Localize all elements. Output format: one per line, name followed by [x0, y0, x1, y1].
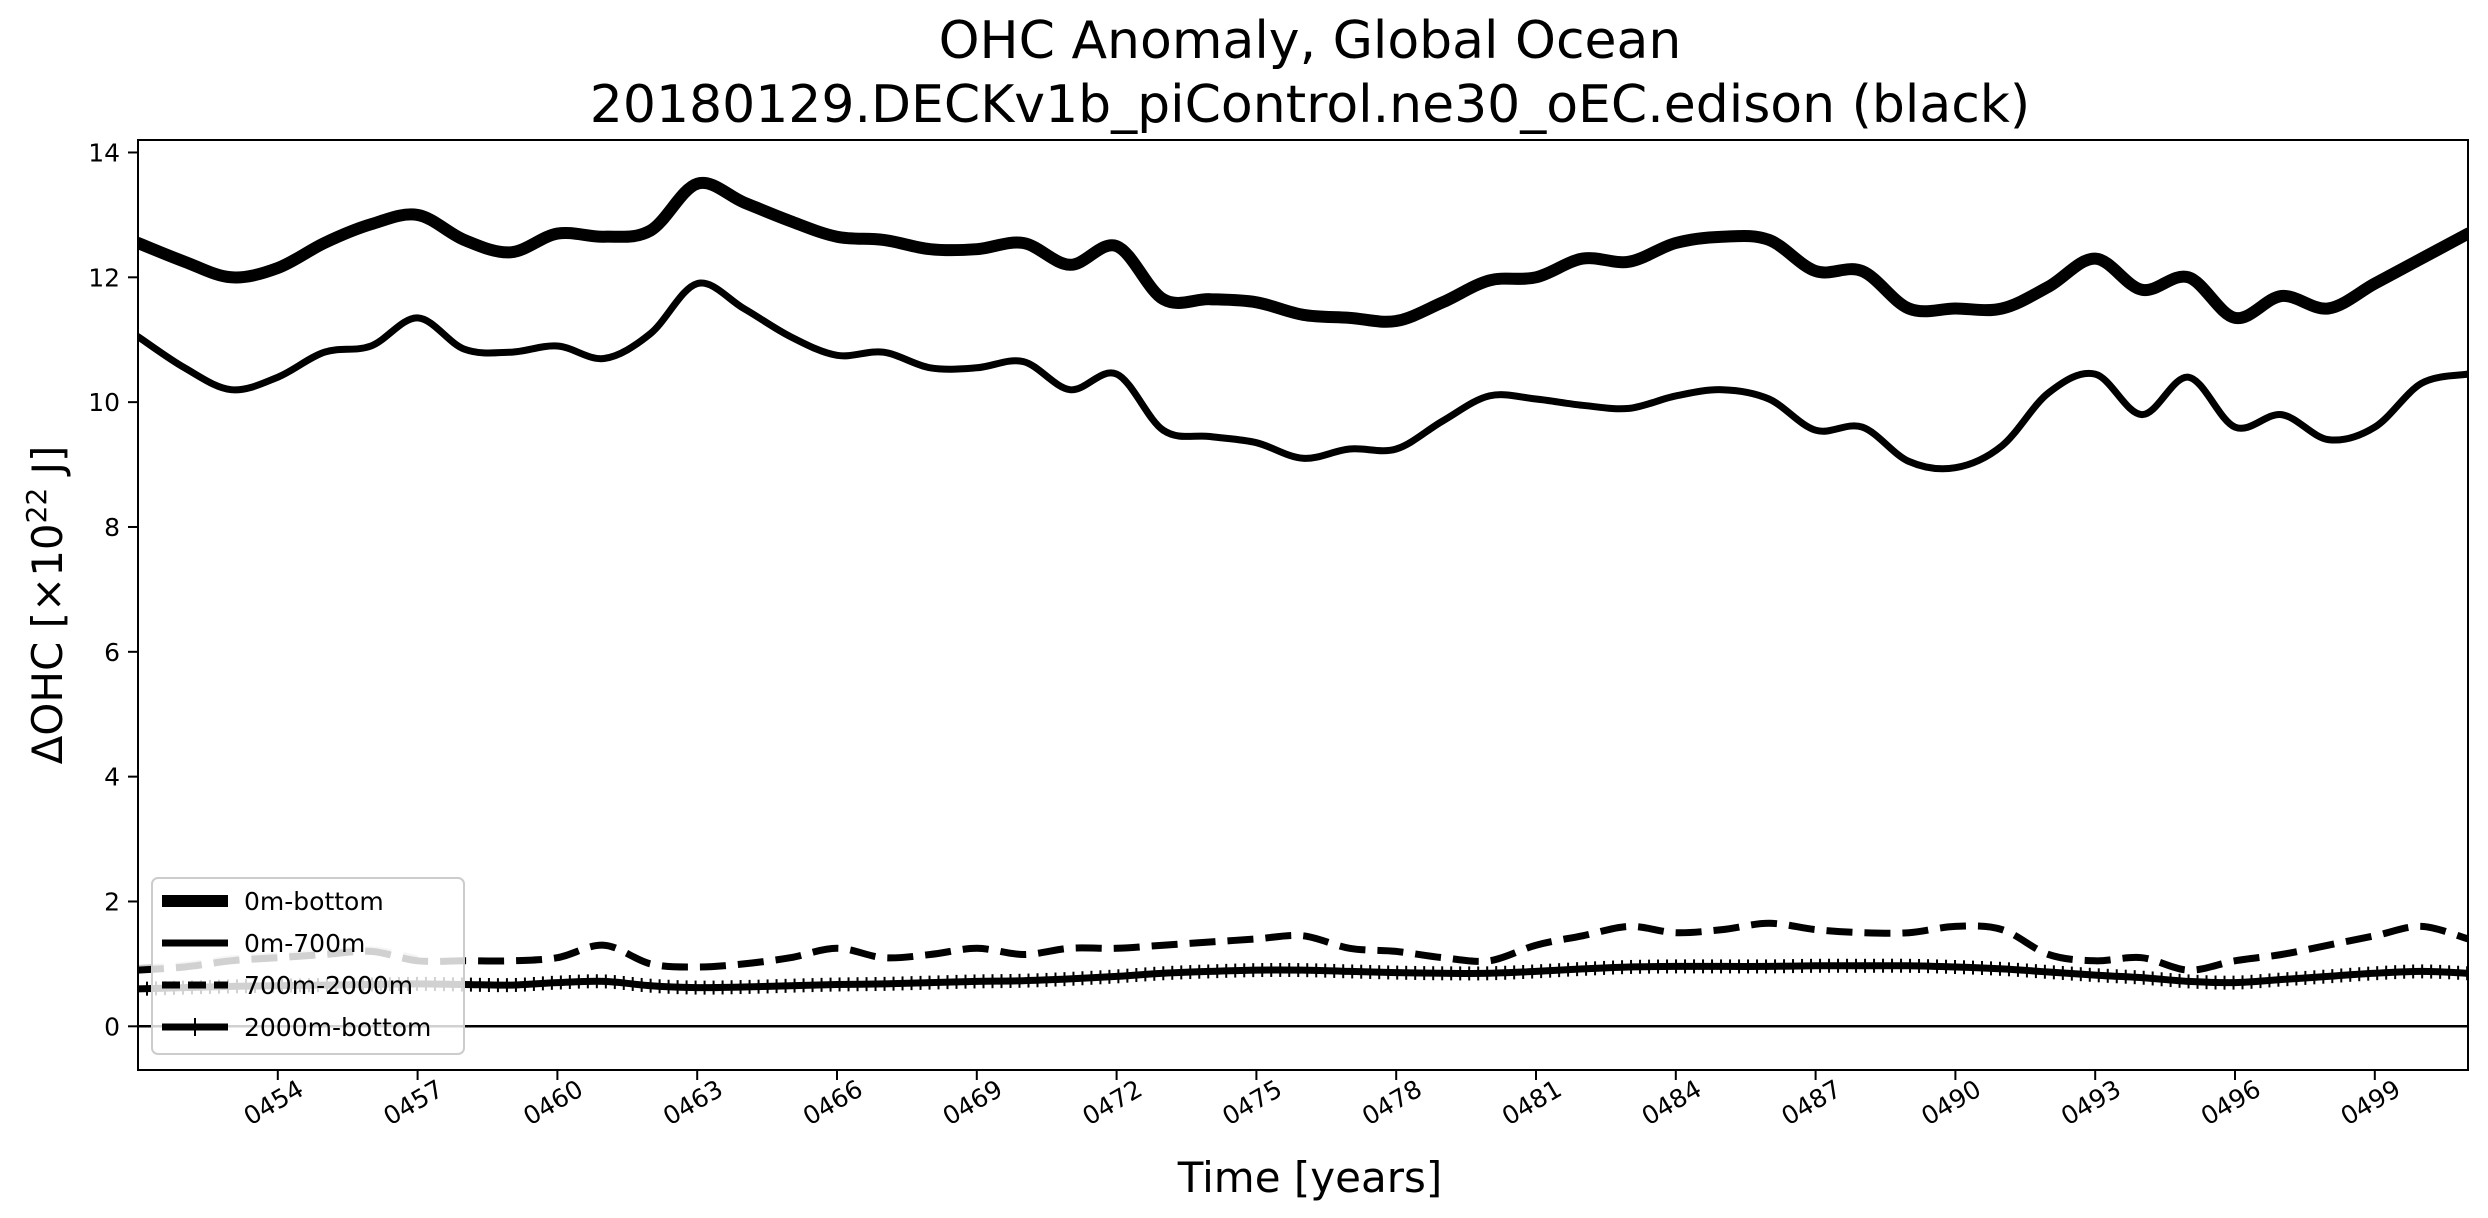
- series-line-700m-2000m: [138, 919, 2468, 974]
- y-axis: 0 2 4 6 8 10 12 14: [88, 138, 138, 1041]
- legend-box: [151, 877, 465, 1055]
- y-tick-label: 14: [88, 138, 120, 167]
- chart-title-line-1: OHC Anomaly, Global Ocean: [939, 11, 1682, 71]
- legend-label: 2000m-bottom: [244, 1013, 431, 1042]
- plot-frame: [137, 139, 2469, 1071]
- y-tick-label: 8: [104, 513, 120, 542]
- y-axis-label-unit: J]: [23, 446, 72, 488]
- y-axis-label-main: ΔOHC [×10: [23, 523, 72, 764]
- y-axis-label-exponent: 22: [20, 488, 53, 524]
- y-tick-label: 2: [104, 887, 120, 916]
- series-line-0m-bottom: [138, 176, 2468, 328]
- y-tick-label: 10: [88, 388, 120, 417]
- y-tick-label: 4: [104, 763, 120, 792]
- plot-area: [137, 139, 2469, 1071]
- legend: 0m-bottom 0m-700m 700m-2000m 2000m-bottom: [151, 877, 465, 1055]
- legend-label: 700m-2000m: [244, 971, 413, 1000]
- legend-label: 0m-bottom: [244, 887, 384, 916]
- y-tick-label: 0: [104, 1012, 120, 1041]
- x-axis-label: Time [years]: [1177, 1153, 1443, 1202]
- series-line-0m-700m: [138, 279, 2468, 473]
- y-tick-label: 12: [88, 263, 120, 292]
- legend-label: 0m-700m: [244, 929, 365, 958]
- chart-title-line-2: 20180129.DECKv1b_piControl.ne30_oEC.edis…: [590, 75, 2030, 135]
- y-tick-label: 6: [104, 638, 120, 667]
- y-axis-label: ΔOHC [×1022 J]: [20, 446, 72, 765]
